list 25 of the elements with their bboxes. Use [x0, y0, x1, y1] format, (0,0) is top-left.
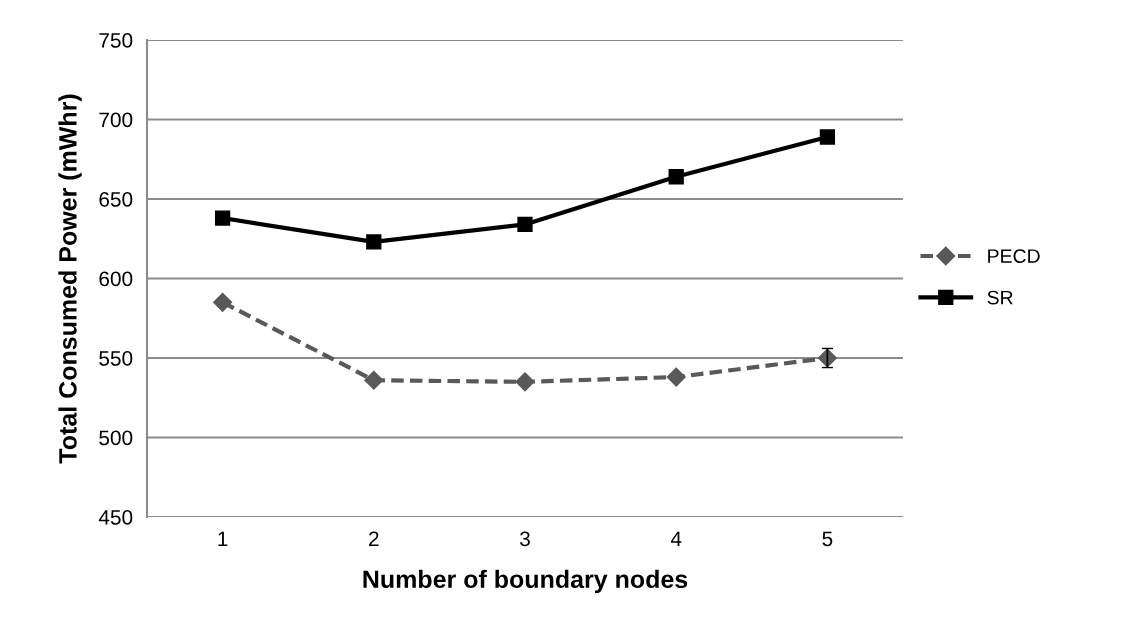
point — [364, 370, 384, 390]
legend-label: PECD — [988, 249, 1040, 263]
point — [515, 372, 535, 392]
point — [517, 216, 533, 233]
x-tick-label: 1 — [218, 531, 228, 546]
y-tick-label: 650 — [99, 192, 133, 207]
x-axis-title: Number of boundary nodes — [363, 569, 688, 594]
legend-label: SR — [987, 290, 1013, 305]
point — [668, 169, 684, 185]
point — [214, 210, 231, 226]
x-tick-label: 5 — [822, 531, 833, 547]
point — [666, 367, 686, 387]
y-tick-label: 500 — [99, 430, 133, 446]
x-tick-label: 3 — [520, 531, 530, 547]
y-tick-label: 600 — [99, 271, 133, 287]
point — [366, 234, 382, 250]
point — [213, 292, 233, 312]
y-tick-label: 550 — [99, 351, 133, 366]
y-axis-title: Total Consumed Power (mWhr) — [58, 94, 82, 464]
point — [819, 129, 836, 145]
y-tick-label: 700 — [99, 112, 133, 128]
x-tick-label: 4 — [670, 531, 682, 546]
y-tick-label: 750 — [99, 33, 133, 48]
x-tick-label: 2 — [369, 531, 379, 546]
y-tick-label: 450 — [98, 510, 133, 525]
